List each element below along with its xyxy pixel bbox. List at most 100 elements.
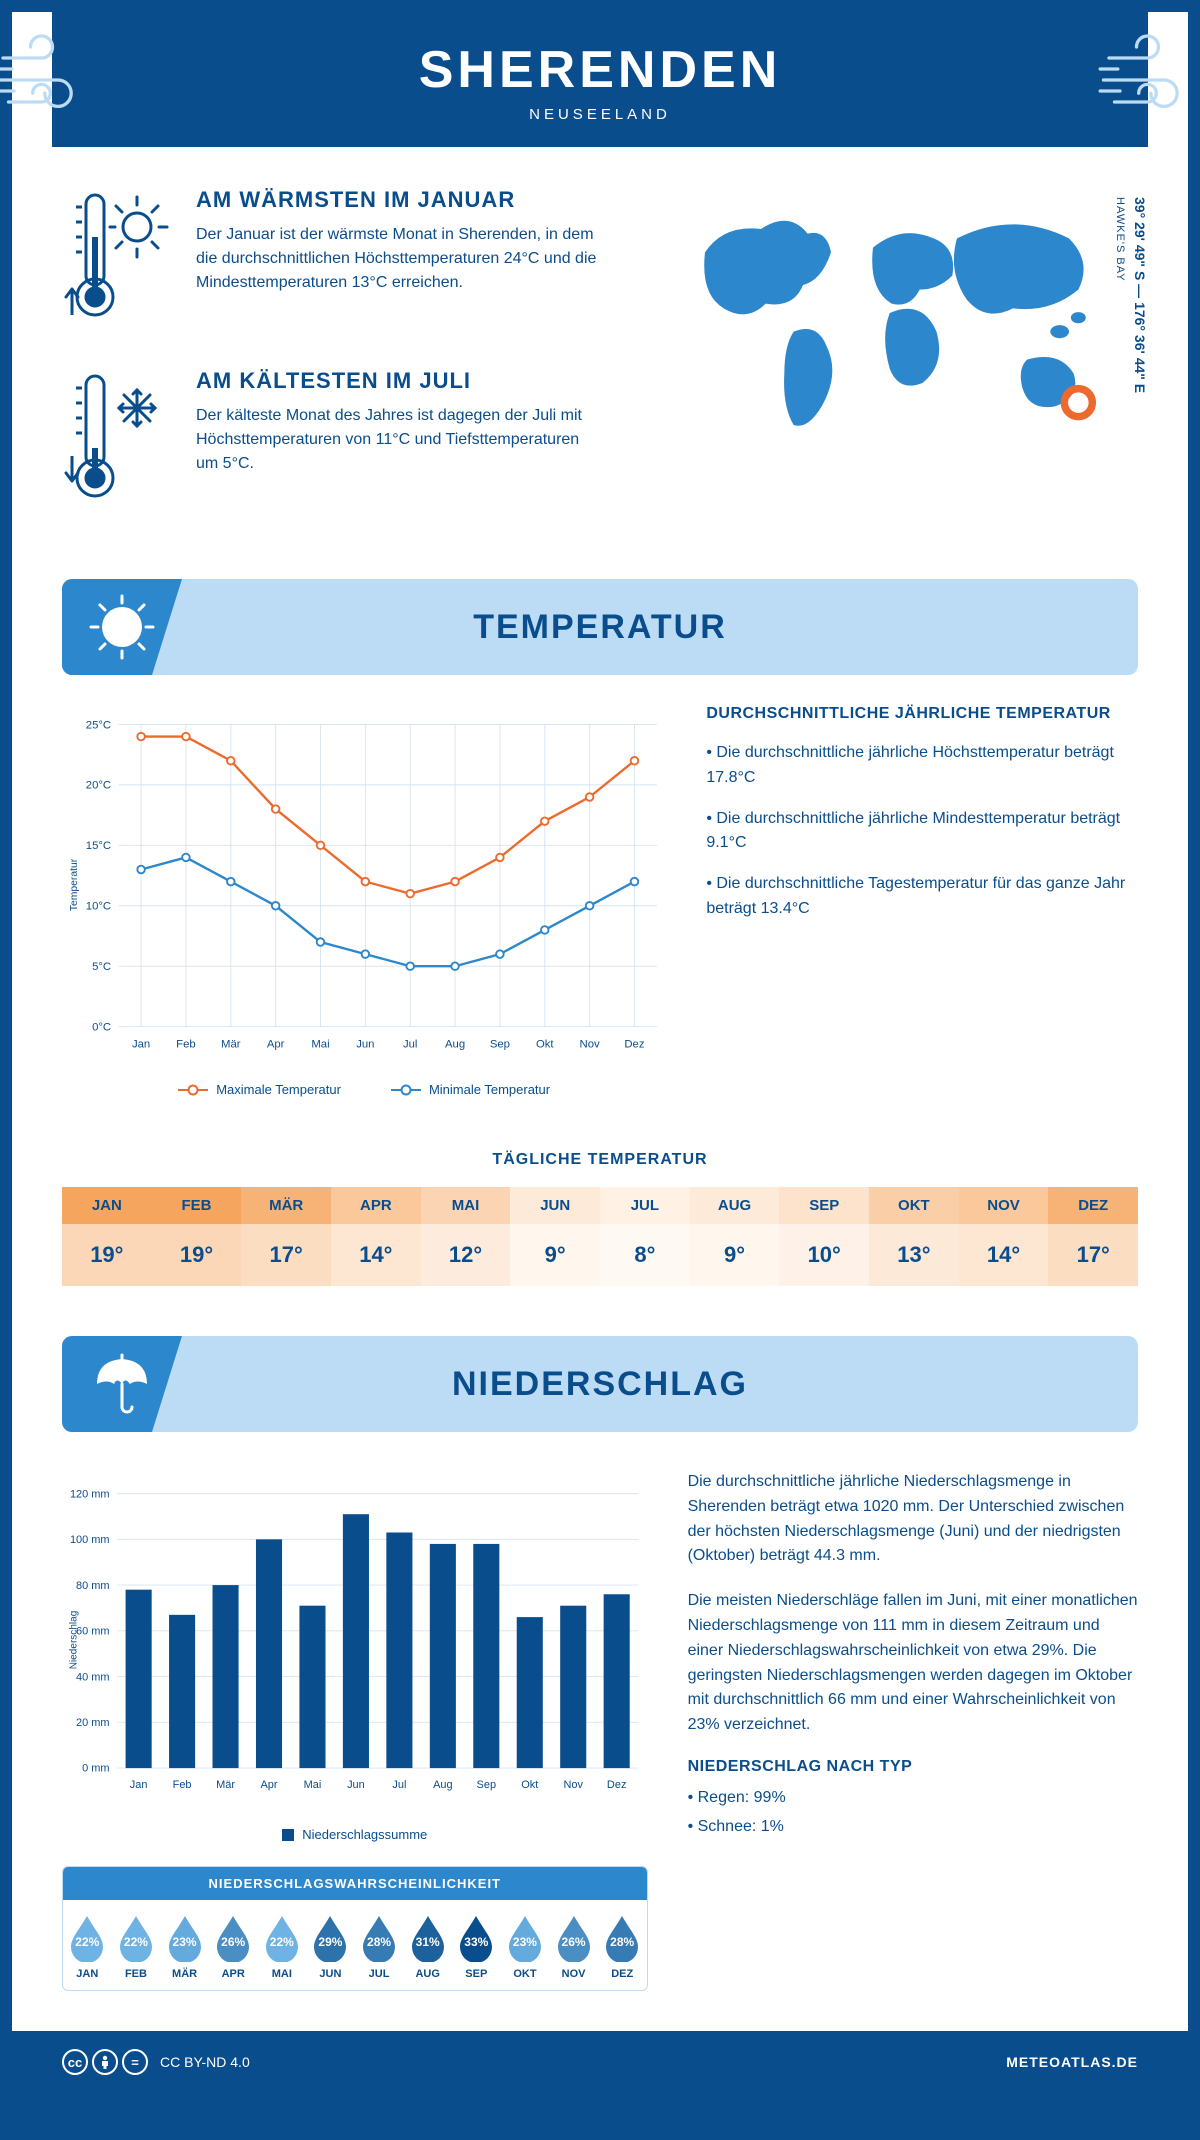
month-label: SEP [779, 1187, 869, 1224]
probability-value: 23% [173, 1927, 197, 1949]
fact-warmest: AM WÄRMSTEN IM JANUAR Der Januar ist der… [62, 187, 605, 332]
probability-cell: 26% NOV [549, 1900, 598, 1990]
svg-text:60 mm: 60 mm [76, 1626, 110, 1638]
raindrop-icon: 33% [456, 1914, 496, 1962]
month-label: MÄR [160, 1968, 209, 1980]
svg-text:Okt: Okt [521, 1779, 538, 1791]
svg-text:Apr: Apr [260, 1779, 277, 1791]
temp-value: 19° [62, 1224, 152, 1286]
info-point: • Die durchschnittliche Tagestemperatur … [706, 872, 1138, 922]
svg-text:0°C: 0°C [92, 1021, 111, 1033]
probability-cell: 28% JUL [355, 1900, 404, 1990]
probability-cell: 29% JUN [306, 1900, 355, 1990]
probability-cell: 31% AUG [403, 1900, 452, 1990]
month-label: APR [209, 1968, 258, 1980]
svg-text:Sep: Sep [477, 1779, 497, 1791]
intro-row: AM WÄRMSTEN IM JANUAR Der Januar ist der… [12, 147, 1188, 579]
temp-value: 9° [510, 1224, 600, 1286]
raindrop-icon: 31% [408, 1914, 448, 1962]
month-label: JUL [600, 1187, 690, 1224]
daily-col: JUL 8° [600, 1187, 690, 1286]
info-point: • Regen: 99% [688, 1786, 1138, 1811]
month-label: JUN [306, 1968, 355, 1980]
svg-text:Nov: Nov [563, 1779, 583, 1791]
month-label: MAI [421, 1187, 511, 1224]
info-title: DURCHSCHNITTLICHE JÄHRLICHE TEMPERATUR [706, 705, 1138, 723]
page-subtitle: NEUSEELAND [52, 106, 1148, 123]
precipitation-section: 0 mm20 mm40 mm60 mm80 mm100 mm120 mmJanF… [12, 1462, 1188, 2031]
legend-max: Maximale Temperatur [178, 1082, 341, 1097]
svg-text:Aug: Aug [445, 1038, 465, 1050]
page-title: SHERENDEN [52, 40, 1148, 100]
temperature-chart: 0°C5°C10°C15°C20°C25°CJanFebMärAprMaiJun… [62, 705, 666, 1097]
daily-col: AUG 9° [690, 1187, 780, 1286]
temp-value: 12° [421, 1224, 511, 1286]
region-label: HAWKE'S BAY [1114, 197, 1126, 282]
raindrop-icon: 26% [554, 1914, 594, 1962]
svg-text:15°C: 15°C [86, 840, 111, 852]
svg-text:40 mm: 40 mm [76, 1671, 110, 1683]
month-label: OKT [501, 1968, 550, 1980]
month-label: OKT [869, 1187, 959, 1224]
probability-cell: 26% APR [209, 1900, 258, 1990]
info-paragraph: Die durchschnittliche jährliche Niedersc… [688, 1470, 1138, 1569]
svg-text:Dez: Dez [607, 1779, 627, 1791]
probability-cell: 28% DEZ [598, 1900, 647, 1990]
svg-text:Nov: Nov [580, 1038, 600, 1050]
precipitation-section-header: NIEDERSCHLAG [62, 1336, 1138, 1432]
cc-icon: cc [62, 2049, 88, 2075]
infographic-page: SHERENDEN NEUSEELAND [12, 12, 1188, 2093]
coords-label: 39° 29' 49" S — 176° 36' 44" E [1132, 197, 1148, 393]
svg-text:Feb: Feb [176, 1038, 196, 1050]
info-paragraph: Die meisten Niederschläge fallen im Juni… [688, 1589, 1138, 1738]
chart-legend: Niederschlagssumme [62, 1827, 648, 1842]
probability-value: 26% [221, 1927, 245, 1949]
month-label: AUG [690, 1187, 780, 1224]
raindrop-icon: 28% [359, 1914, 399, 1962]
month-label: AUG [403, 1968, 452, 1980]
probability-value: 28% [367, 1927, 391, 1949]
fact-body: Der Januar ist der wärmste Monat in Sher… [196, 223, 605, 295]
month-label: MÄR [241, 1187, 331, 1224]
probability-cell: 33% SEP [452, 1900, 501, 1990]
temperature-info: DURCHSCHNITTLICHE JÄHRLICHE TEMPERATUR •… [706, 705, 1138, 938]
probability-box: NIEDERSCHLAGSWAHRSCHEINLICHKEIT 22% JAN … [62, 1866, 648, 1991]
precipitation-left: 0 mm20 mm40 mm60 mm80 mm100 mm120 mmJanF… [62, 1470, 648, 1991]
month-label: JAN [63, 1968, 112, 1980]
svg-text:Mär: Mär [221, 1038, 241, 1050]
probability-value: 22% [270, 1927, 294, 1949]
raindrop-icon: 22% [262, 1914, 302, 1962]
daily-temperature-table: JAN 19°FEB 19°MÄR 17°APR 14°MAI 12°JUN 9… [62, 1187, 1138, 1286]
probability-value: 33% [464, 1927, 488, 1949]
header-wrap: SHERENDEN NEUSEELAND [12, 12, 1188, 147]
month-label: NOV [959, 1187, 1049, 1224]
probability-value: 22% [75, 1927, 99, 1949]
fact-body: Der kälteste Monat des Jahres ist dagege… [196, 404, 605, 476]
umbrella-icon [62, 1336, 182, 1432]
fact-text: AM KÄLTESTEN IM JULI Der kälteste Monat … [196, 368, 605, 513]
temp-value: 14° [331, 1224, 421, 1286]
fact-coldest: AM KÄLTESTEN IM JULI Der kälteste Monat … [62, 368, 605, 513]
svg-text:Sep: Sep [490, 1038, 510, 1050]
wind-icon [0, 25, 102, 135]
legend-min: Minimale Temperatur [391, 1082, 550, 1097]
svg-text:Mai: Mai [311, 1038, 329, 1050]
footer: cc = CC BY-ND 4.0 METEOATLAS.DE [12, 2031, 1188, 2093]
svg-text:Jun: Jun [347, 1779, 365, 1791]
svg-text:20 mm: 20 mm [76, 1717, 110, 1729]
raindrop-icon: 22% [116, 1914, 156, 1962]
temp-value: 10° [779, 1224, 869, 1286]
raindrop-icon: 26% [213, 1914, 253, 1962]
temp-value: 9° [690, 1224, 780, 1286]
daily-col: FEB 19° [152, 1187, 242, 1286]
raindrop-icon: 28% [602, 1914, 642, 1962]
svg-text:Jul: Jul [403, 1038, 417, 1050]
intro-facts: AM WÄRMSTEN IM JANUAR Der Januar ist der… [62, 187, 605, 549]
temperature-section-header: TEMPERATUR [62, 579, 1138, 675]
cc-icons: cc = [62, 2049, 148, 2075]
daily-col: NOV 14° [959, 1187, 1049, 1286]
svg-text:25°C: 25°C [86, 719, 111, 731]
daily-col: OKT 13° [869, 1187, 959, 1286]
svg-text:Jun: Jun [356, 1038, 374, 1050]
daily-col: JUN 9° [510, 1187, 600, 1286]
